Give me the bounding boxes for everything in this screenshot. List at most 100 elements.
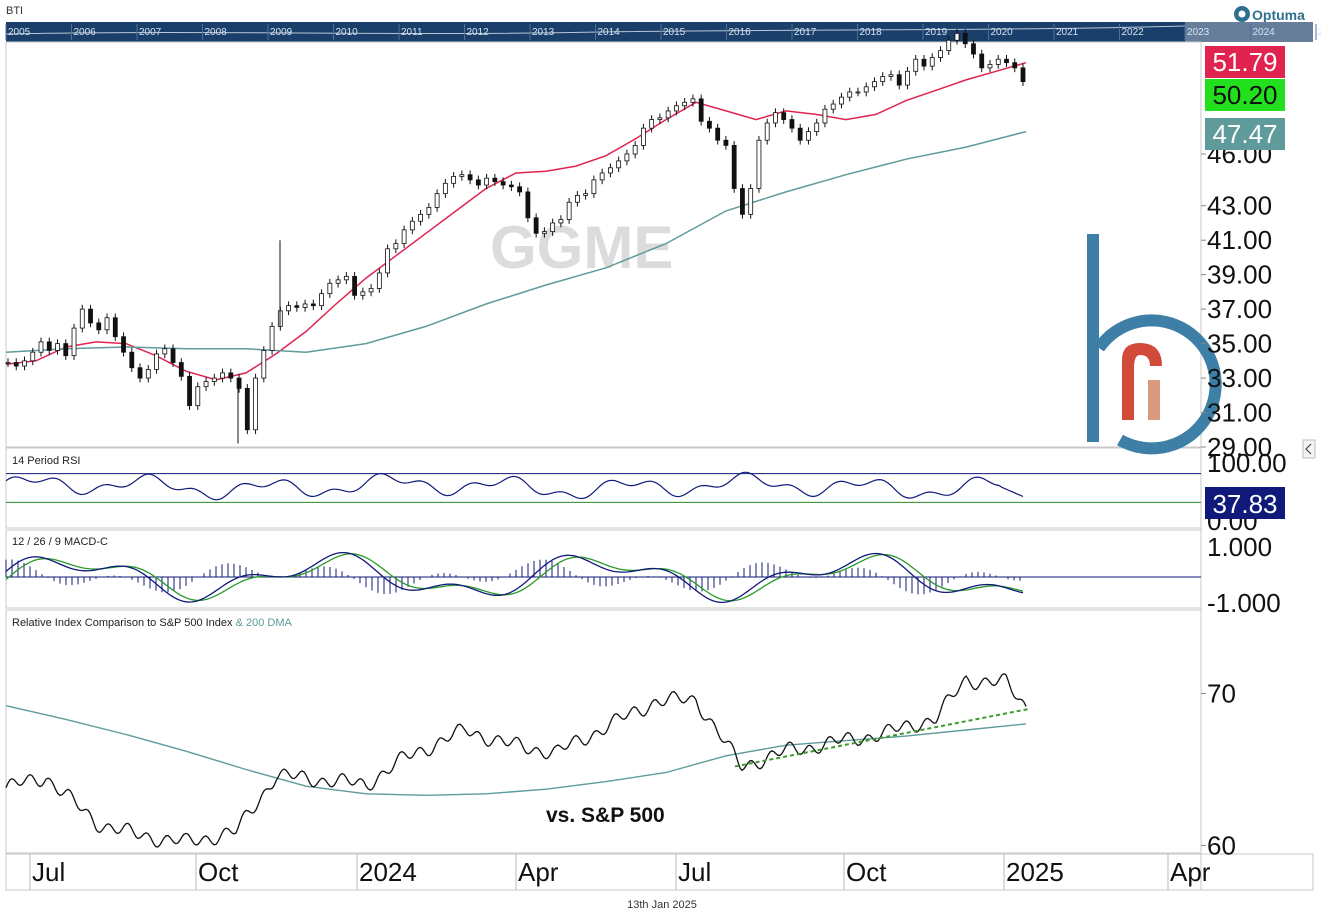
price-candle (121, 336, 126, 353)
price-candle (55, 343, 60, 351)
overview-year-label: 2019 (925, 27, 948, 38)
price-candle (962, 32, 968, 45)
price-candle (830, 103, 836, 110)
rsi-panel (5, 447, 1202, 529)
relative-strength-line (5, 672, 1027, 848)
price-candle (104, 317, 110, 331)
price-candle (112, 317, 118, 338)
price-candle (566, 201, 572, 220)
price-candle (880, 76, 886, 83)
price-candle (822, 108, 828, 124)
price-candle (228, 372, 234, 379)
price-tick-label: 43.00 (1207, 191, 1272, 221)
price-candle (839, 96, 844, 105)
price-candle (888, 74, 894, 77)
price-candle (921, 58, 927, 67)
price-tick-label: 31.00 (1207, 398, 1272, 428)
svg-text:Optuma: Optuma (1252, 7, 1305, 23)
price-candle (591, 179, 597, 195)
rsi-badge-value: 37.83 (1212, 489, 1277, 519)
price-candle (550, 222, 556, 232)
price-candle (558, 219, 564, 224)
price-candle (63, 343, 69, 357)
price-candle (987, 64, 993, 69)
price-candle (657, 117, 663, 120)
overview-year-label: 2018 (860, 27, 883, 38)
price-candle (707, 120, 712, 129)
brand-logo-mark (1087, 234, 1222, 455)
price-candle (195, 386, 201, 407)
price-badge-bg (1205, 79, 1285, 111)
price-candle (352, 275, 357, 296)
price-candle (632, 145, 638, 155)
price-candle (442, 182, 448, 195)
price-candle (995, 58, 1001, 65)
price-candle (781, 112, 787, 120)
price-tick-label: 29.00 (1207, 432, 1272, 462)
price-candle (855, 91, 861, 94)
overview-year-label: 2023 (1187, 27, 1210, 38)
price-candle (211, 377, 217, 382)
price-candle (13, 362, 19, 367)
price-badge-value: 51.79 (1212, 47, 1277, 77)
price-candle (649, 119, 655, 129)
macd-panel (5, 529, 1202, 609)
relative-title: Relative Index Comparison to S&P 500 Ind… (12, 617, 293, 629)
price-candle (343, 275, 349, 281)
optuma-logo: Optuma (1234, 6, 1305, 23)
price-candle (319, 293, 324, 307)
price-candle (286, 305, 291, 312)
overview-year-label: 2011 (401, 27, 423, 38)
price-candle (236, 377, 242, 389)
price-candle (492, 177, 498, 182)
overview-year-label: 2025 (1318, 27, 1321, 38)
price-candle (533, 217, 539, 234)
price-candle (145, 369, 151, 379)
price-tick-label: 37.00 (1207, 294, 1272, 324)
price-candle (773, 112, 778, 124)
price-candle (401, 229, 407, 245)
price-candle (665, 110, 671, 119)
overview-year-label: 2014 (598, 27, 621, 38)
price-candle (459, 174, 465, 177)
price-candle (220, 372, 225, 379)
rsi-badge-bg (1205, 487, 1285, 519)
x-axis-label: Oct (846, 857, 887, 887)
price-ma-200-line (5, 130, 1027, 353)
price-candle (467, 174, 473, 181)
relative-tick-label: 70 (1207, 679, 1236, 709)
x-axis-label: Jul (678, 857, 711, 887)
macd-tick-label: 1.000 (1207, 532, 1272, 562)
rsi-line (5, 471, 1024, 501)
overview-strip[interactable]: 2005 2006 2007 2008 2009 2010 2011 2012 2013 2014… (5, 22, 1321, 42)
x-axis-label: Oct (198, 857, 239, 887)
scroll-handle[interactable] (1302, 439, 1316, 459)
relative-200dma-line (5, 705, 1027, 797)
price-candle (929, 57, 935, 67)
price-candle (335, 279, 341, 284)
macd-title: 12 / 26 / 9 MACD-C (12, 536, 108, 548)
price-candle (814, 122, 820, 133)
price-candle (616, 160, 622, 169)
x-axis-label: 2024 (359, 857, 417, 887)
price-candle (244, 388, 250, 431)
price-candle (690, 98, 696, 103)
overview-year-label: 2009 (270, 27, 293, 38)
price-candle (162, 348, 168, 355)
price-candle (847, 91, 853, 98)
overview-year-label: 2012 (467, 27, 490, 38)
overview-year-label: 2022 (1122, 27, 1145, 38)
price-candle (376, 272, 382, 289)
overview-year-label: 2021 (1056, 27, 1079, 38)
price-candle (310, 303, 316, 307)
price-candle (475, 179, 481, 186)
price-candle (178, 362, 184, 377)
price-candle (426, 207, 432, 215)
price-candle (129, 351, 135, 369)
price-candle (979, 53, 985, 69)
overview-year-label: 2013 (532, 27, 555, 38)
price-candle (946, 39, 952, 52)
price-candle (764, 122, 770, 141)
price-badge-value: 47.47 (1212, 119, 1277, 149)
price-candle (896, 74, 902, 86)
